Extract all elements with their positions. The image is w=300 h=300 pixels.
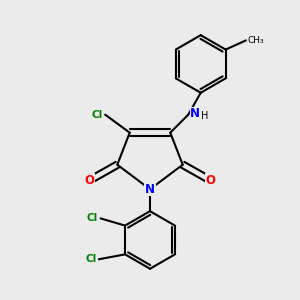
- Text: N: N: [145, 183, 155, 196]
- Text: O: O: [206, 174, 215, 187]
- Text: Cl: Cl: [85, 254, 96, 264]
- Text: H: H: [201, 111, 208, 121]
- Text: Cl: Cl: [87, 213, 98, 224]
- Text: O: O: [85, 174, 94, 187]
- Text: N: N: [190, 107, 200, 120]
- Text: CH₃: CH₃: [248, 36, 264, 45]
- Text: Cl: Cl: [91, 110, 103, 120]
